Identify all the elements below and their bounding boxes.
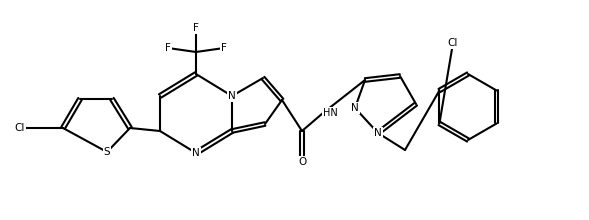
Text: F: F [221,43,227,53]
Text: Cl: Cl [448,38,458,48]
Text: F: F [165,43,171,53]
Text: N: N [374,128,382,138]
Text: F: F [193,23,199,33]
Text: N: N [228,91,236,101]
Text: O: O [298,157,306,167]
Text: N: N [192,148,200,158]
Text: Cl: Cl [15,123,25,133]
Text: N: N [351,103,359,113]
Text: S: S [104,147,110,157]
Text: HN: HN [323,108,337,118]
